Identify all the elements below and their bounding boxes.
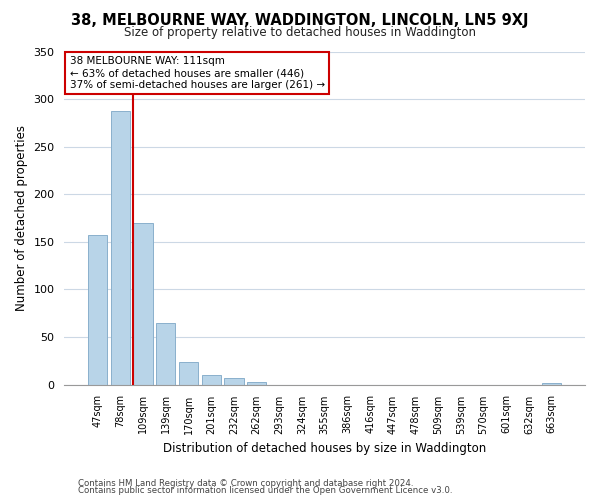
Text: Size of property relative to detached houses in Waddington: Size of property relative to detached ho… [124, 26, 476, 39]
Bar [202, 375, 221, 384]
Bar [542, 382, 562, 384]
Text: Contains public sector information licensed under the Open Government Licence v3: Contains public sector information licen… [78, 486, 452, 495]
Bar [156, 322, 175, 384]
Bar [88, 235, 107, 384]
Bar [111, 112, 130, 384]
Bar [224, 378, 244, 384]
X-axis label: Distribution of detached houses by size in Waddington: Distribution of detached houses by size … [163, 442, 487, 455]
Bar [247, 382, 266, 384]
Text: 38, MELBOURNE WAY, WADDINGTON, LINCOLN, LN5 9XJ: 38, MELBOURNE WAY, WADDINGTON, LINCOLN, … [71, 12, 529, 28]
Text: 38 MELBOURNE WAY: 111sqm
← 63% of detached houses are smaller (446)
37% of semi-: 38 MELBOURNE WAY: 111sqm ← 63% of detach… [70, 56, 325, 90]
Bar [133, 223, 153, 384]
Y-axis label: Number of detached properties: Number of detached properties [15, 125, 28, 311]
Text: Contains HM Land Registry data © Crown copyright and database right 2024.: Contains HM Land Registry data © Crown c… [78, 478, 413, 488]
Bar [179, 362, 198, 384]
